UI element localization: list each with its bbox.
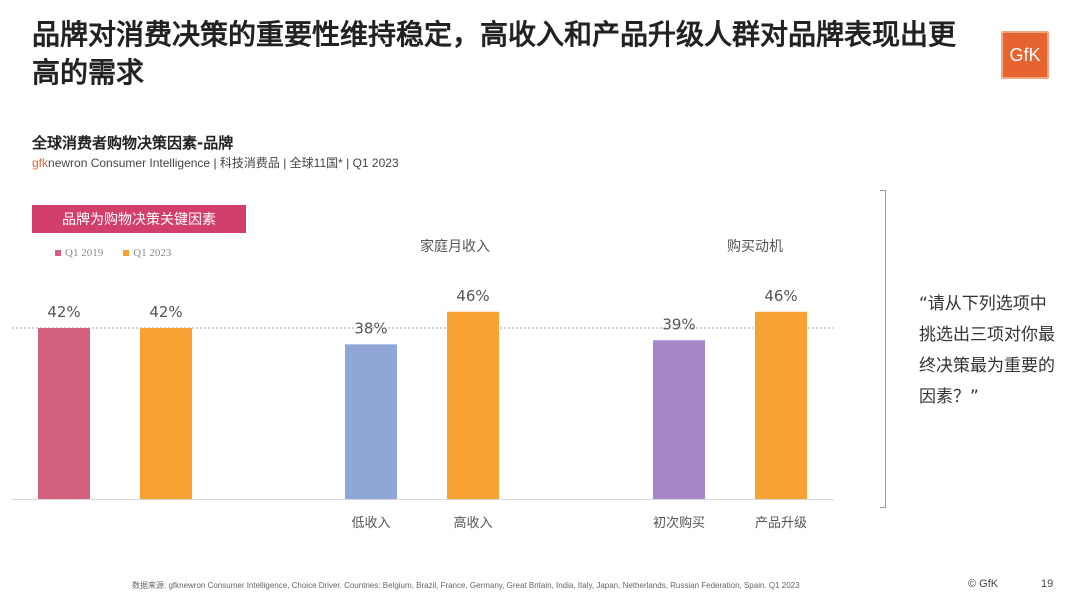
group-label-motive: 购买动机	[727, 239, 783, 255]
legend-swatch-2019	[55, 250, 61, 256]
legend-swatch-2023	[123, 250, 130, 256]
category-label-3: 高收入	[453, 515, 492, 531]
category-label-2: 低收入	[351, 516, 390, 531]
category-label-4: 初次购买	[653, 515, 705, 531]
key-factor-badge: 品牌为购物决策关键因素	[32, 205, 246, 233]
footer-source: 数据来源: gfknewron Consumer Intelligence, C…	[132, 581, 800, 590]
category-label-5: 产品升级	[755, 516, 807, 531]
bar-4	[653, 340, 705, 499]
group-label-income: 家庭月收入	[420, 239, 490, 255]
source-rest: newron Consumer Intelligence | 科技消费品 | 全…	[48, 156, 399, 170]
bar-0	[38, 328, 90, 499]
bar-1	[140, 328, 192, 499]
page-number: 19	[1041, 578, 1054, 590]
source-prefix: gfk	[32, 156, 49, 170]
copyright: © GfK	[968, 578, 999, 590]
gfk-logo: GfK	[1001, 31, 1049, 79]
bar-3	[447, 311, 499, 499]
legend-label-2019: Q1 2019	[65, 247, 104, 259]
data-label-0: 42%	[47, 303, 80, 321]
page-title: 品牌对消费决策的重要性维持稳定，高收入和产品升级人群对品牌表现出更高的需求	[32, 18, 957, 89]
data-label-3: 46%	[456, 287, 489, 305]
source-line: gfknewron Consumer Intelligence | 科技消费品 …	[32, 154, 399, 171]
legend-label-2023: Q1 2023	[133, 247, 172, 259]
data-label-5: 46%	[764, 287, 797, 305]
logo-text: GfK	[1009, 44, 1041, 65]
chart-subtitle: 全球消费者购物决策因素-品牌	[32, 134, 234, 152]
data-label-2: 38%	[354, 319, 387, 337]
chart-legend: Q1 2019 Q1 2023	[55, 247, 171, 259]
legend-item-2019: Q1 2019	[55, 247, 103, 259]
data-label-4: 39%	[662, 315, 695, 333]
bar-2	[345, 344, 397, 499]
data-label-1: 42%	[149, 303, 182, 321]
quote-bracket	[880, 190, 886, 508]
survey-question-quote: “请从下列选项中挑选出三项对你最终决策最为重要的因素？”	[919, 294, 1055, 407]
bar-5	[755, 311, 807, 499]
legend-item-2023: Q1 2023	[123, 247, 171, 259]
